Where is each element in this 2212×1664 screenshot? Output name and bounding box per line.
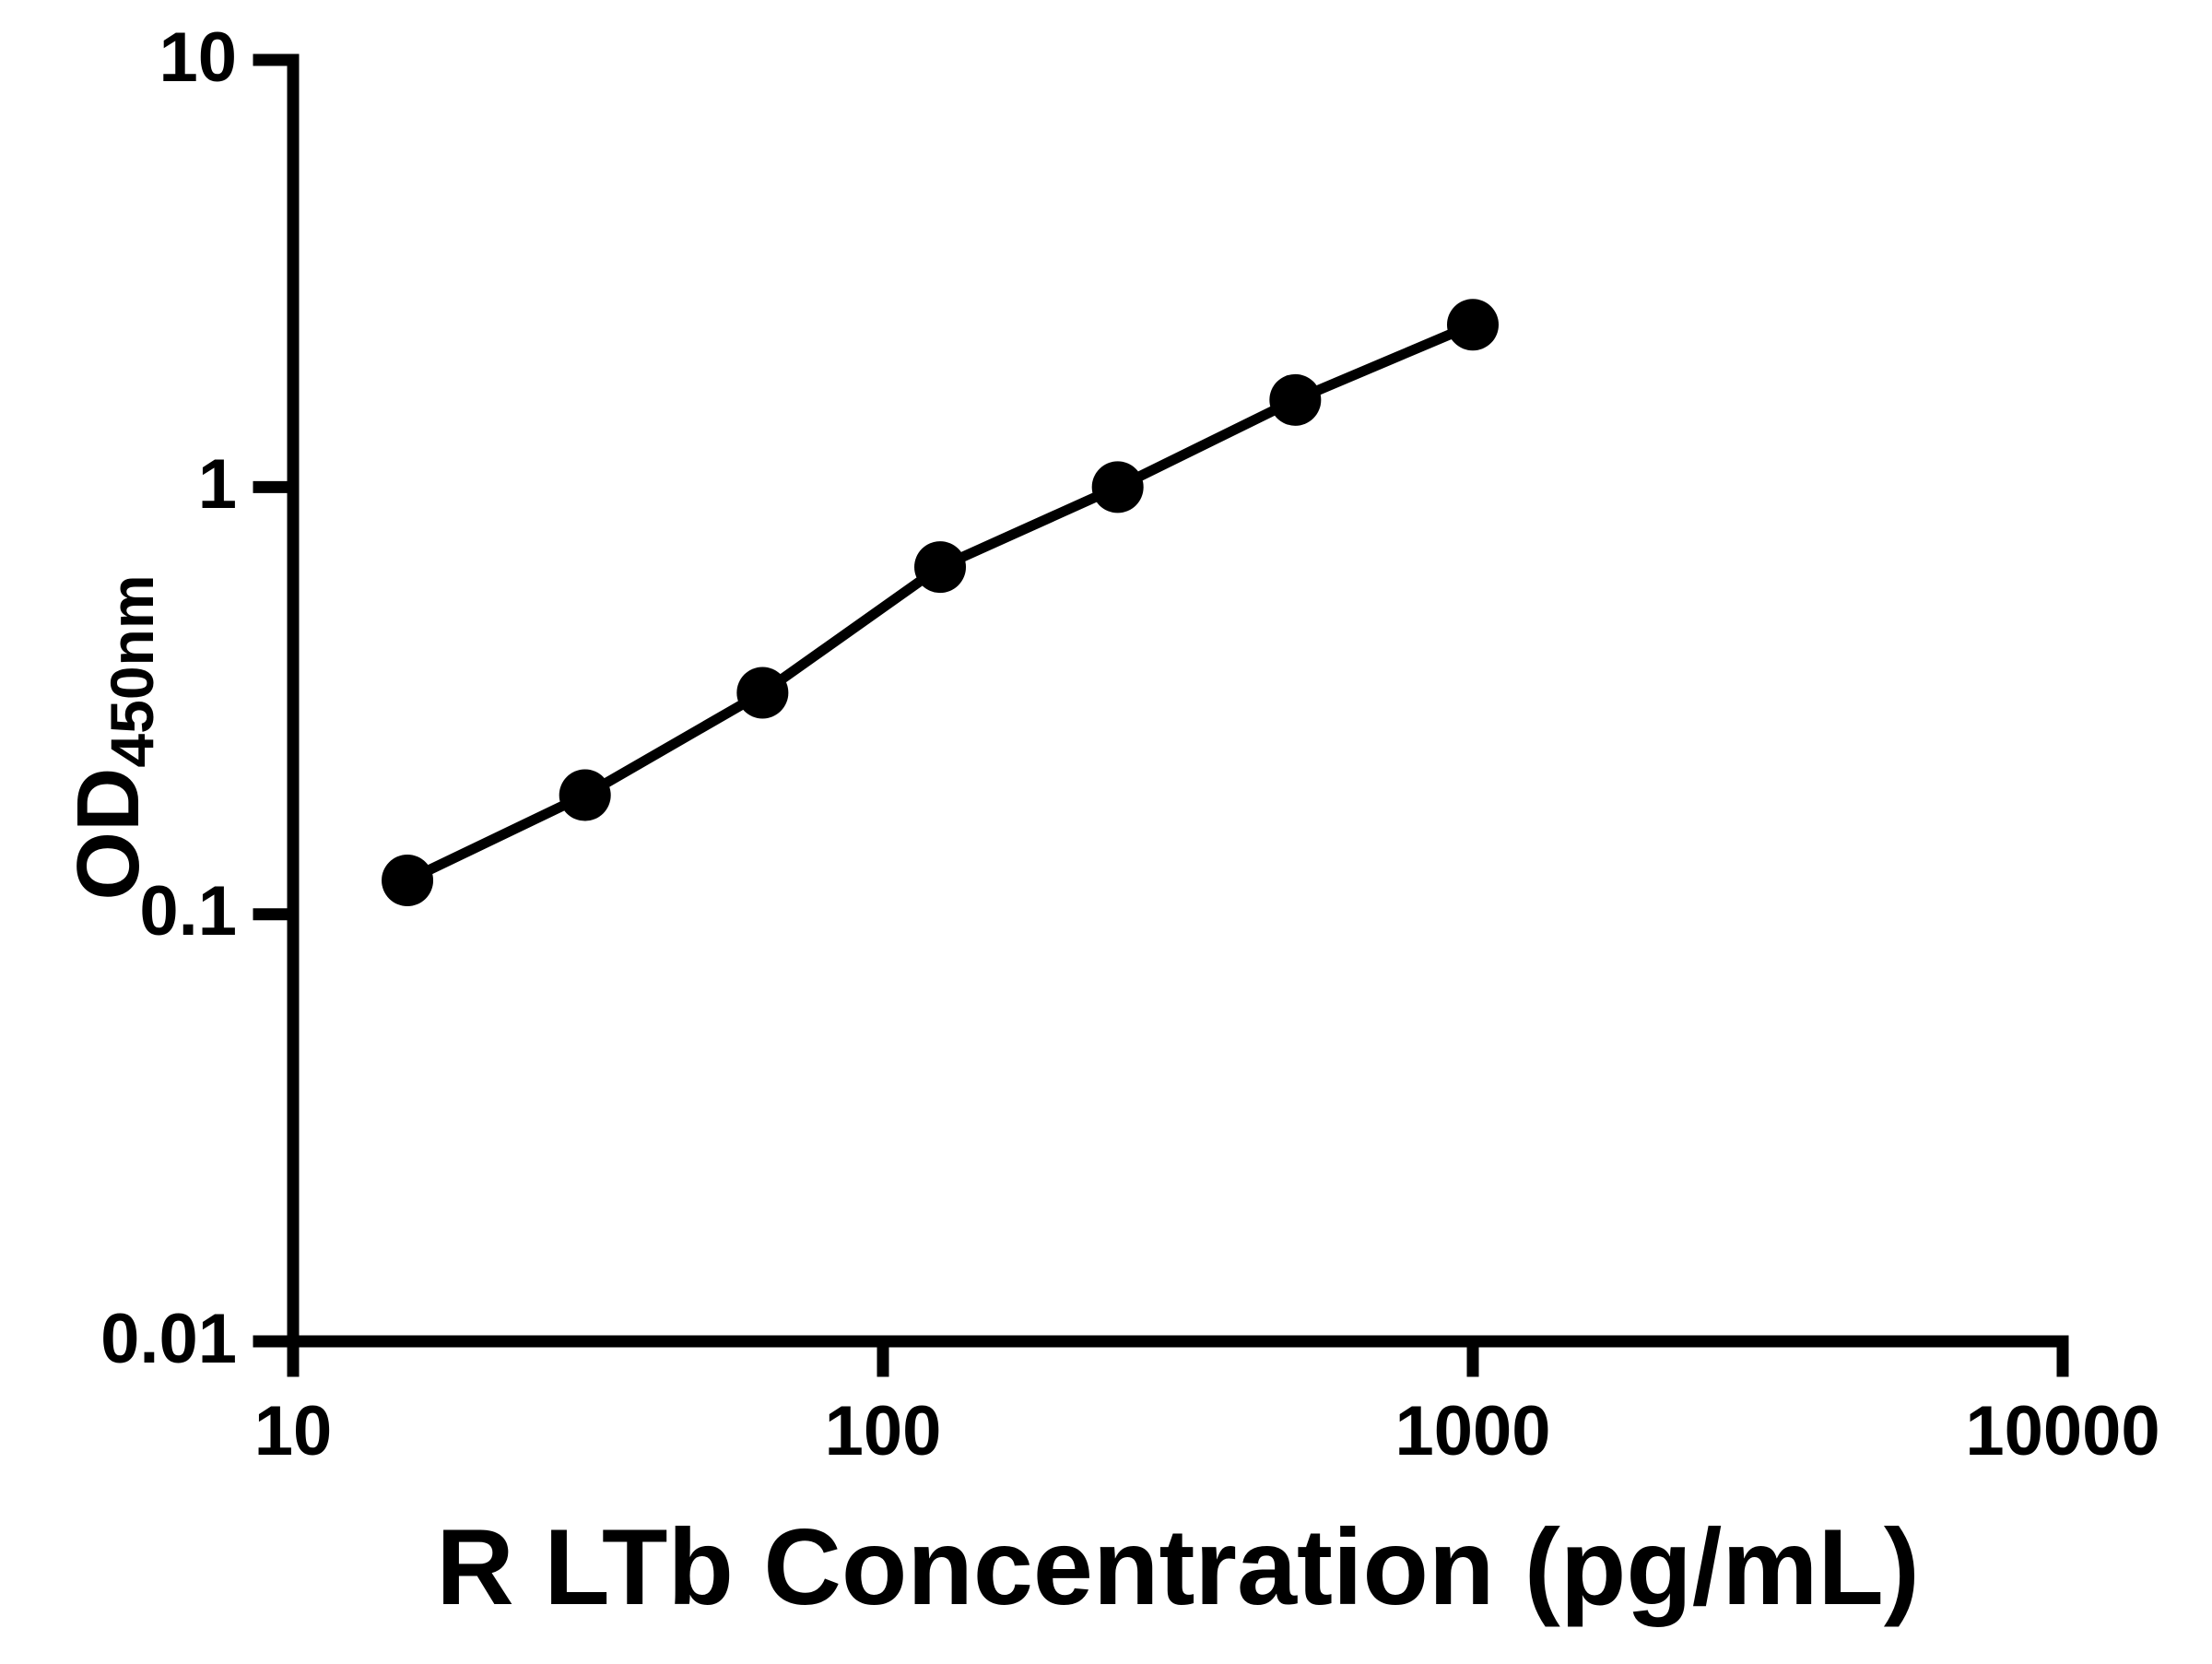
svg-text:100: 100 xyxy=(825,1392,942,1470)
svg-text:1: 1 xyxy=(198,445,237,524)
svg-text:1000: 1000 xyxy=(1394,1392,1550,1470)
svg-text:10: 10 xyxy=(159,18,237,97)
svg-text:0.01: 0.01 xyxy=(100,1300,237,1378)
svg-text:10000: 10000 xyxy=(1965,1392,2159,1470)
svg-text:R LTb Concentration (pg/mL): R LTb Concentration (pg/mL) xyxy=(436,1506,1920,1627)
svg-text:10: 10 xyxy=(254,1392,333,1470)
